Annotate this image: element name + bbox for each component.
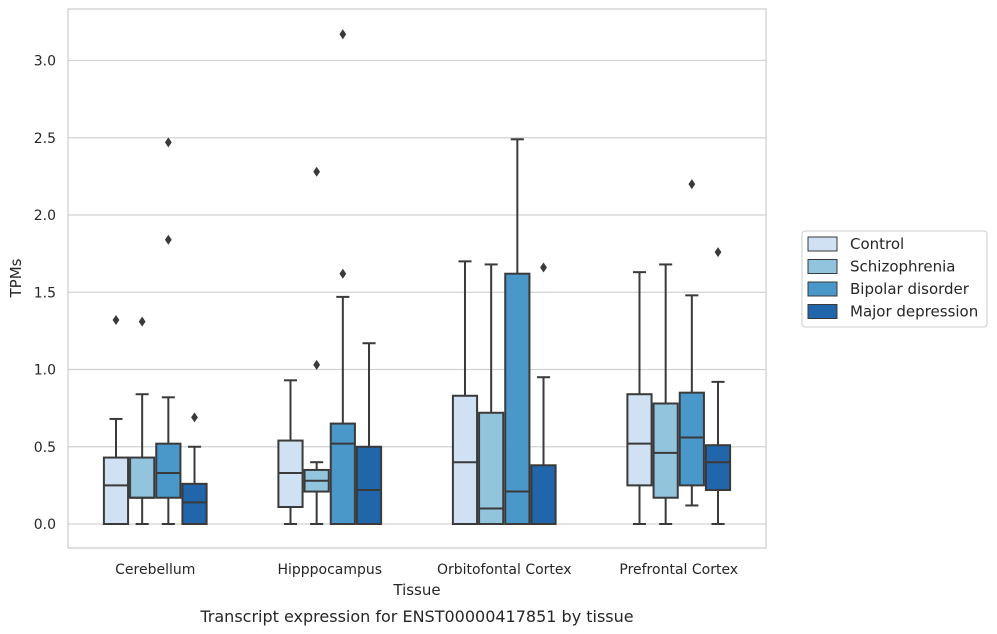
box-iqr [478,411,505,526]
legend-label: Bipolar disorder [850,280,970,298]
box-1-4 [626,271,653,525]
outlier-point [540,262,547,273]
box-iqr [678,391,705,487]
x-tick-label: Hipppocampus [277,562,382,578]
outlier-point [112,315,120,326]
box-4-1 [181,412,208,525]
box-3-4 [678,179,705,507]
legend-label: Control [850,235,904,253]
box-1-2 [277,379,304,525]
plot-area-frame [67,8,767,549]
box-iqr [155,442,182,499]
chart-caption: Transcript expression for ENST0000041785… [199,607,633,626]
outlier-point [191,412,198,423]
outlier-point [313,359,321,370]
legend-swatch [807,281,838,297]
legend-label: Major depression [850,303,978,321]
box-2-2 [303,166,330,525]
y-axis-ticks: 0.0 0.5 1.0 1.5 2.0 2.5 3.0 [34,54,56,534]
outlier-point [138,316,146,327]
box-iqr [504,272,531,525]
box-iqr [329,422,356,526]
box-3-3 [504,138,531,525]
box-iqr [129,456,156,499]
y-tick-label: 1.0 [34,363,56,379]
y-tick-label: 0.5 [34,440,56,456]
x-axis-ticks: Cerebellum Hipppocampus Orbitofontal Corte… [115,562,738,578]
box-2-1 [129,316,156,525]
box-iqr [181,482,208,525]
x-tick-label: Cerebellum [115,562,195,578]
y-tick-label: 1.5 [34,285,56,301]
box-1-3 [451,260,479,526]
boxes-layer [102,29,732,526]
y-tick-label: 0.0 [34,517,56,533]
box-iqr [355,445,383,525]
box-3-2 [329,29,356,526]
legend-swatch [807,259,838,274]
box-1-1 [102,315,130,525]
y-tick-label: 2.0 [34,208,56,224]
legend-swatch [807,236,838,252]
box-4-4 [704,247,732,525]
outlier-point [688,179,696,190]
legend-swatch [807,304,838,319]
outlier-point [164,137,172,148]
box-iqr [704,444,732,492]
box-2-4 [652,263,679,525]
y-axis-title: TPMs [7,258,25,298]
box-iqr [451,394,479,526]
legend: Control Schizophrenia Bipolar disorder Majo… [801,230,988,328]
y-tick-label: 2.5 [34,131,56,147]
outlier-point [714,247,722,258]
outlier-point [339,29,347,40]
box-iqr [530,464,557,526]
y-gridlines [68,59,766,525]
x-tick-label: Orbitofontal Cortex [437,562,572,578]
outlier-point [339,268,347,279]
box-iqr [652,402,679,499]
legend-frame [801,230,988,328]
box-4-3 [530,262,557,526]
legend-label: Schizophrenia [850,258,955,276]
box-iqr [626,393,653,487]
box-2-3 [478,263,505,526]
box-3-1 [155,137,182,525]
box-iqr [102,456,130,525]
box-4-2 [355,342,383,525]
outlier-point [313,166,321,177]
x-tick-label: Prefrontal Cortex [619,562,738,578]
x-axis-title: Tissue [392,581,440,599]
outlier-point [164,234,172,245]
y-tick-label: 3.0 [34,54,56,70]
